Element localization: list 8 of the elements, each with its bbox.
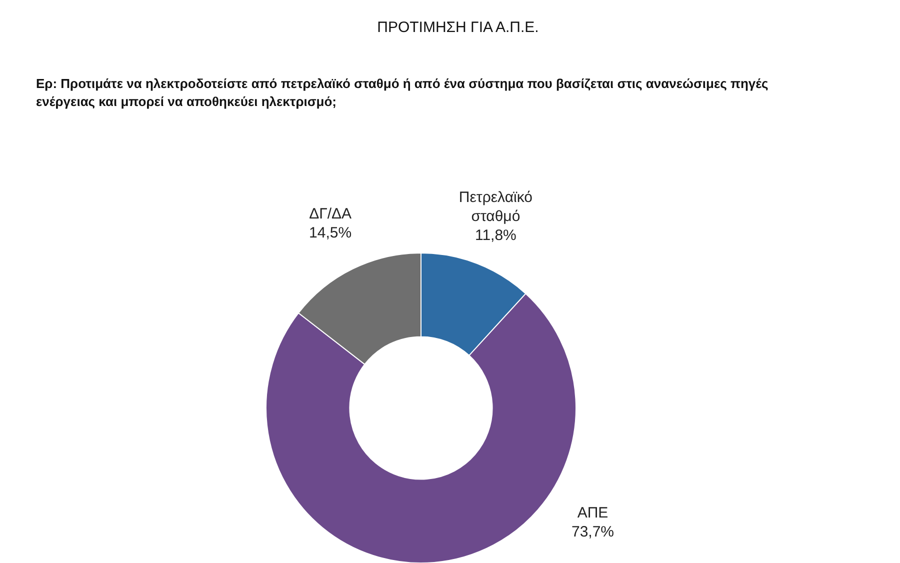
slice-label: ΑΠΕ [577, 504, 608, 522]
data-label: 14,5% [309, 224, 352, 242]
slice-label: Πετρελαϊκό σταθμό [458, 188, 532, 225]
data-label: 11,8% [474, 226, 516, 244]
data-label: 73,7% [571, 524, 614, 541]
chart-subtitle: Ερ: Προτιμάτε να ηλεκτροδοτείστε από πετρελαϊκό σταθμό ή από ένα σύστημα που βασίζεται στις ανανεώσιμες πηγές ενέργειας και μπορεί να αποθηκεύει ηλεκτρισμό; [36, 76, 768, 109]
chart-title: ΠΡΟΤΙΜΗΣΗ ΓΙΑ Α.Π.Ε. [377, 19, 539, 36]
slice-label: ΔΓ/ΔΑ [309, 205, 352, 222]
